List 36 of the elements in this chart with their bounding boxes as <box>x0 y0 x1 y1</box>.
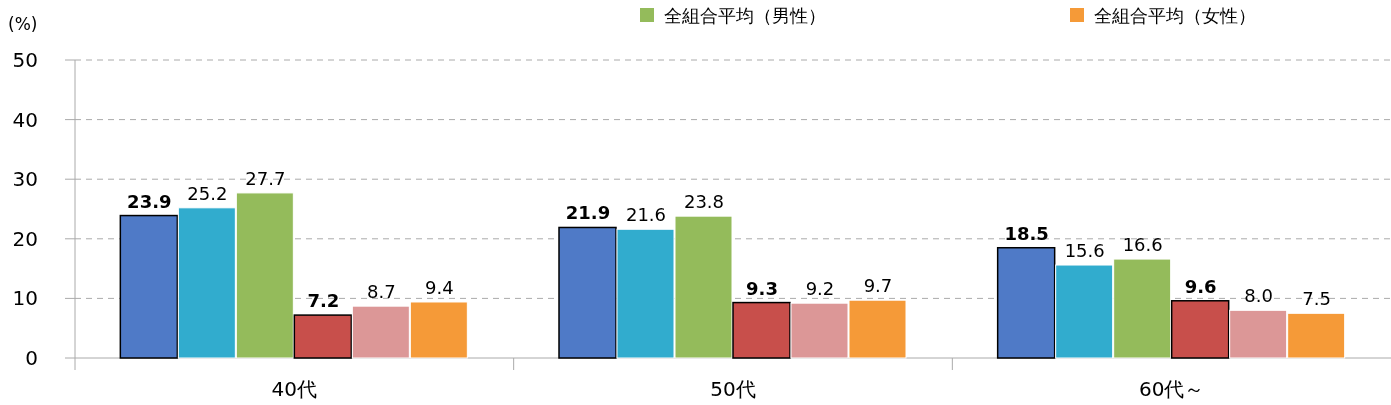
y-tick-label: 20 <box>12 226 38 251</box>
y-tick-label: 10 <box>12 286 38 311</box>
bar <box>732 301 791 359</box>
data-label: 16.6 <box>1122 234 1163 256</box>
bar <box>1170 300 1230 359</box>
data-label: 9.3 <box>746 277 778 299</box>
y-axis-title: (%) <box>8 14 38 34</box>
bar <box>558 226 617 359</box>
data-label: 21.9 <box>565 202 611 224</box>
data-label: 23.8 <box>683 191 725 213</box>
bar <box>996 246 1056 359</box>
bar <box>119 214 179 359</box>
data-label: 25.2 <box>187 182 228 204</box>
x-tick-label: 40代 <box>271 377 318 401</box>
data-label: 21.6 <box>625 204 667 226</box>
x-tick-label: 50代 <box>710 377 756 401</box>
y-tick-label: 30 <box>12 167 38 192</box>
bar <box>293 314 353 359</box>
data-label: 27.7 <box>245 167 286 189</box>
data-label: 18.5 <box>1004 222 1049 244</box>
data-label: 23.9 <box>127 190 172 212</box>
legend-label: 全組合平均（女性） <box>1094 5 1256 26</box>
data-label: 15.6 <box>1064 240 1105 262</box>
y-tick-label: 40 <box>12 107 38 132</box>
y-tick-label: 0 <box>25 346 38 370</box>
legend-label: 全組合平均（男性） <box>664 5 826 26</box>
data-label: 8.7 <box>367 281 396 303</box>
data-label: 7.2 <box>307 290 340 312</box>
data-label: 9.7 <box>863 275 893 297</box>
data-label: 9.2 <box>805 278 835 300</box>
x-tick-label: 60代～ <box>1138 377 1205 401</box>
data-label: 9.6 <box>1184 275 1217 297</box>
data-label: 7.5 <box>1302 288 1331 310</box>
data-label: 9.4 <box>425 276 454 298</box>
y-tick-label: 50 <box>12 48 38 72</box>
data-label: 8.0 <box>1244 285 1273 307</box>
